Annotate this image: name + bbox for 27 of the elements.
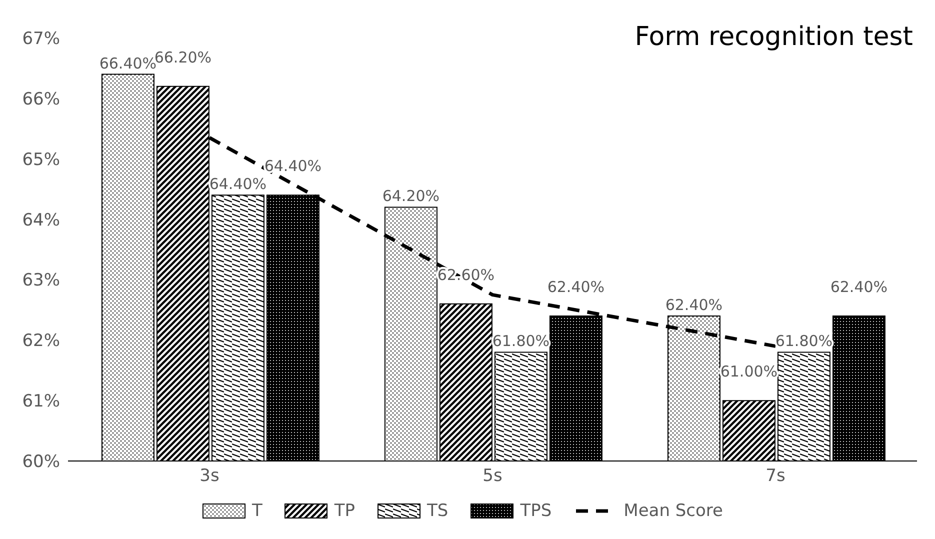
y-tick-label: 61% [22,392,60,412]
data-label: 64.20% [382,187,440,206]
data-label: 62.40% [830,278,888,296]
data-label: 64.40% [264,157,322,176]
data-label: 62.40% [665,296,723,314]
legend-label: TP [334,501,356,521]
legend-label: TPS [520,501,552,521]
y-tick-label: 66% [22,89,60,110]
y-tick-label: 67% [22,29,60,50]
data-label: 62.40% [547,278,605,296]
x-tick-label: 5s [482,466,502,486]
chart-title: Form recognition test [634,22,913,52]
data-label: 66.40% [99,54,157,72]
data-label: 61.00% [720,362,778,381]
x-tick-label: 3s [200,466,220,486]
y-tick-label: 62% [22,331,60,352]
legend-label: TS [427,501,448,521]
y-tick-label: 63% [22,270,60,291]
data-label: 61.80% [492,332,550,350]
x-tick-label: 7s [766,466,786,486]
y-tick-label: 64% [22,210,60,230]
legend-label: Mean Score [624,501,723,521]
data-label: 64.40% [209,175,267,194]
y-tick-label: 60% [22,452,60,472]
legend-label: T [252,501,262,521]
y-tick-label: 65% [22,150,60,170]
data-label: 61.80% [775,332,833,350]
